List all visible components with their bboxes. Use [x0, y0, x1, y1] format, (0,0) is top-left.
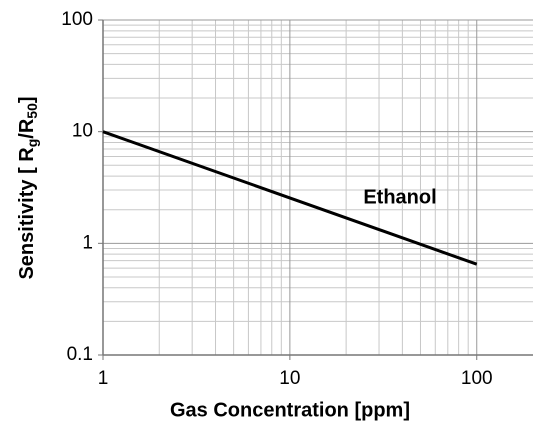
y-axis-label-part: Sensitivity [ R	[16, 147, 38, 280]
y-axis-label-part: ]	[16, 96, 38, 103]
y-axis-label: Sensitivity [ Rg/R50]	[16, 96, 39, 279]
x-axis-label: Gas Concentration [ppm]	[170, 399, 410, 421]
y-axis-label-part: 50	[24, 103, 40, 119]
y-tick-label: 10	[72, 121, 93, 142]
y-axis-label-part: g	[24, 139, 40, 148]
series-line	[102, 130, 478, 266]
y-tick-label: 1	[82, 232, 93, 253]
x-tick-label: 10	[279, 368, 300, 389]
x-tick-label: 1	[98, 368, 109, 389]
y-tick-label: 0.1	[67, 344, 93, 365]
x-tick-label: 100	[461, 368, 493, 389]
series-label: Ethanol	[363, 186, 436, 208]
y-axis-label-part: /R	[16, 118, 38, 139]
y-tick-label: 100	[61, 9, 93, 30]
